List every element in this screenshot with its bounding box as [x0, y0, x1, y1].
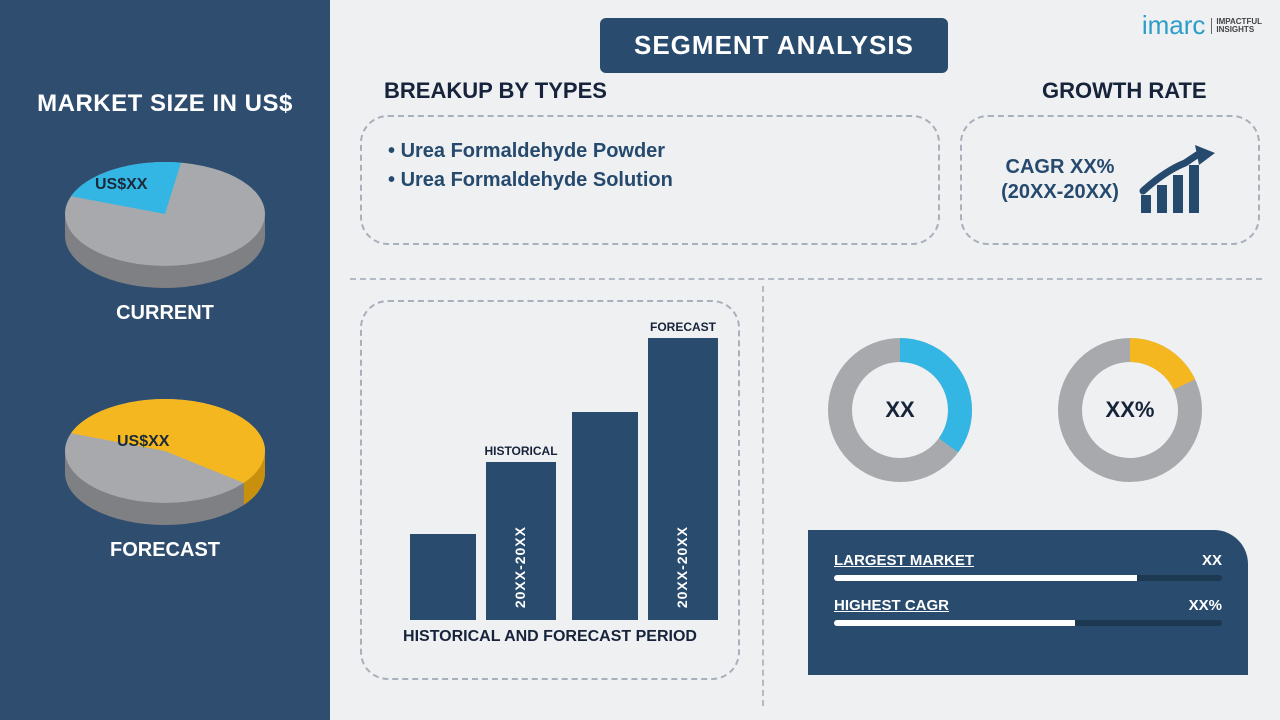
- info-bar-cagr: [834, 620, 1222, 626]
- pie-current-label: CURRENT: [0, 302, 330, 325]
- growth-arrow-icon: [1135, 141, 1219, 219]
- pie-forecast: US$XX: [55, 385, 275, 525]
- pie-forecast-value: US$XX: [117, 433, 169, 451]
- page-title: SEGMENT ANALYSIS: [600, 18, 948, 73]
- hist-bar: [410, 534, 476, 620]
- pie-forecast-svg: [55, 385, 275, 535]
- hist-bar-top-label: HISTORICAL: [480, 444, 562, 458]
- types-box: Urea Formaldehyde PowderUrea Formaldehyd…: [360, 115, 940, 245]
- hist-bar-side-label: 20XX-20XX: [512, 526, 528, 608]
- growth-text: CAGR XX% (20XX-20XX): [1001, 155, 1119, 205]
- info-bar-cagr-fill: [834, 620, 1075, 626]
- types-list: Urea Formaldehyde PowderUrea Formaldehyd…: [388, 137, 912, 195]
- logo-brand: imarc: [1142, 10, 1206, 41]
- types-list-item: Urea Formaldehyde Solution: [388, 166, 912, 195]
- types-list-item: Urea Formaldehyde Powder: [388, 137, 912, 166]
- donut-xx-label: XX: [885, 397, 914, 423]
- pie-current-svg: [55, 148, 275, 298]
- info-card: LARGEST MARKET XX HIGHEST CAGR XX%: [808, 530, 1248, 675]
- vertical-divider: [762, 286, 764, 706]
- growth-heading: GROWTH RATE: [1042, 78, 1207, 104]
- info-row-cagr: HIGHEST CAGR XX%: [834, 597, 1222, 614]
- donut-xxpct-label: XX%: [1106, 397, 1155, 423]
- growth-box: CAGR XX% (20XX-20XX): [960, 115, 1260, 245]
- info-row-largest: LARGEST MARKET XX: [834, 552, 1222, 569]
- hist-bar-top-label: FORECAST: [642, 320, 724, 334]
- pie-forecast-label: FORECAST: [0, 539, 330, 562]
- right-area: imarc IMPACTFUL INSIGHTS SEGMENT ANALYSI…: [330, 0, 1280, 720]
- hist-bar: [572, 412, 638, 620]
- historical-chart: 20XX-20XXHISTORICAL20XX-20XXFORECAST: [380, 320, 720, 620]
- info-bar-largest-fill: [834, 575, 1137, 581]
- info-bar-largest: [834, 575, 1222, 581]
- hist-bar-side-label: 20XX-20XX: [674, 526, 690, 608]
- logo-tagline: IMPACTFUL INSIGHTS: [1211, 18, 1262, 34]
- pie-current: US$XX: [55, 148, 275, 288]
- horizontal-divider: [350, 278, 1262, 280]
- donut-xxpct: XX%: [1040, 320, 1220, 500]
- logo: imarc IMPACTFUL INSIGHTS: [1142, 10, 1262, 41]
- historical-chart-caption: HISTORICAL AND FORECAST PERIOD: [380, 628, 720, 646]
- market-size-title: MARKET SIZE IN US$: [0, 90, 330, 118]
- types-heading: BREAKUP BY TYPES: [384, 78, 607, 104]
- pie-current-value: US$XX: [95, 176, 147, 194]
- historical-chart-box: 20XX-20XX HISTORICAL 20XX-20XX FORECAST HIS…: [360, 300, 740, 680]
- donut-xx: XX: [810, 320, 990, 500]
- left-panel: MARKET SIZE IN US$ US$XX CURRENT US$XX F…: [0, 0, 330, 720]
